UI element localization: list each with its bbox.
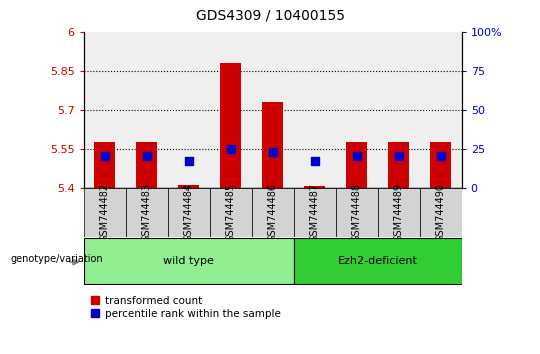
Bar — [136, 142, 157, 188]
Bar — [420, 32, 462, 188]
FancyBboxPatch shape — [210, 188, 252, 237]
Legend: transformed count, percentile rank within the sample: transformed count, percentile rank withi… — [89, 294, 282, 321]
Text: GSM744486: GSM744486 — [268, 183, 278, 242]
Point — [353, 154, 361, 159]
Text: GSM744483: GSM744483 — [141, 183, 152, 242]
Bar — [430, 142, 451, 188]
Text: GSM744484: GSM744484 — [184, 183, 194, 242]
Text: GSM744489: GSM744489 — [394, 183, 404, 242]
Bar — [388, 142, 409, 188]
Text: GSM744485: GSM744485 — [226, 183, 235, 242]
FancyBboxPatch shape — [252, 188, 294, 237]
Point — [310, 158, 319, 164]
Bar — [178, 185, 199, 188]
FancyBboxPatch shape — [294, 238, 462, 284]
Bar — [168, 32, 210, 188]
Bar — [336, 32, 377, 188]
FancyBboxPatch shape — [168, 188, 210, 237]
Text: GSM744490: GSM744490 — [436, 183, 446, 242]
Text: GDS4309 / 10400155: GDS4309 / 10400155 — [195, 9, 345, 23]
Point — [268, 149, 277, 155]
Bar — [377, 32, 420, 188]
FancyBboxPatch shape — [420, 188, 462, 237]
Bar — [294, 32, 336, 188]
Bar — [210, 32, 252, 188]
Text: Ezh2-deficient: Ezh2-deficient — [338, 256, 417, 266]
Text: GSM744487: GSM744487 — [310, 183, 320, 242]
Bar — [126, 32, 168, 188]
Point — [436, 154, 445, 159]
Point — [184, 158, 193, 164]
Text: GSM744488: GSM744488 — [352, 183, 362, 242]
Bar — [252, 32, 294, 188]
FancyBboxPatch shape — [126, 188, 168, 237]
FancyBboxPatch shape — [377, 188, 420, 237]
Point — [143, 154, 151, 159]
FancyBboxPatch shape — [84, 188, 126, 237]
FancyBboxPatch shape — [84, 238, 294, 284]
Point — [394, 154, 403, 159]
Bar — [304, 186, 325, 188]
Point — [100, 154, 109, 159]
Bar — [94, 142, 115, 188]
Text: GSM744482: GSM744482 — [100, 183, 110, 242]
Point — [226, 146, 235, 152]
Text: genotype/variation: genotype/variation — [11, 254, 104, 264]
Bar — [346, 142, 367, 188]
Bar — [84, 32, 126, 188]
Bar — [262, 102, 283, 188]
Bar — [220, 63, 241, 188]
FancyBboxPatch shape — [336, 188, 377, 237]
Text: wild type: wild type — [163, 256, 214, 266]
FancyBboxPatch shape — [294, 188, 336, 237]
